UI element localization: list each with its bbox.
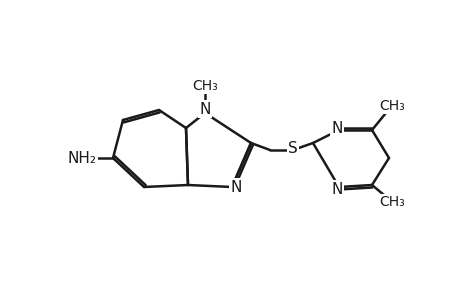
Text: N: N	[330, 182, 342, 196]
Text: NH₂: NH₂	[67, 151, 96, 166]
Text: S: S	[287, 140, 297, 155]
Text: N: N	[230, 179, 241, 194]
Text: N: N	[330, 121, 342, 136]
Text: CH₃: CH₃	[378, 99, 404, 113]
Text: N: N	[199, 101, 210, 116]
Text: CH₃: CH₃	[378, 195, 404, 209]
Text: CH₃: CH₃	[192, 79, 218, 93]
